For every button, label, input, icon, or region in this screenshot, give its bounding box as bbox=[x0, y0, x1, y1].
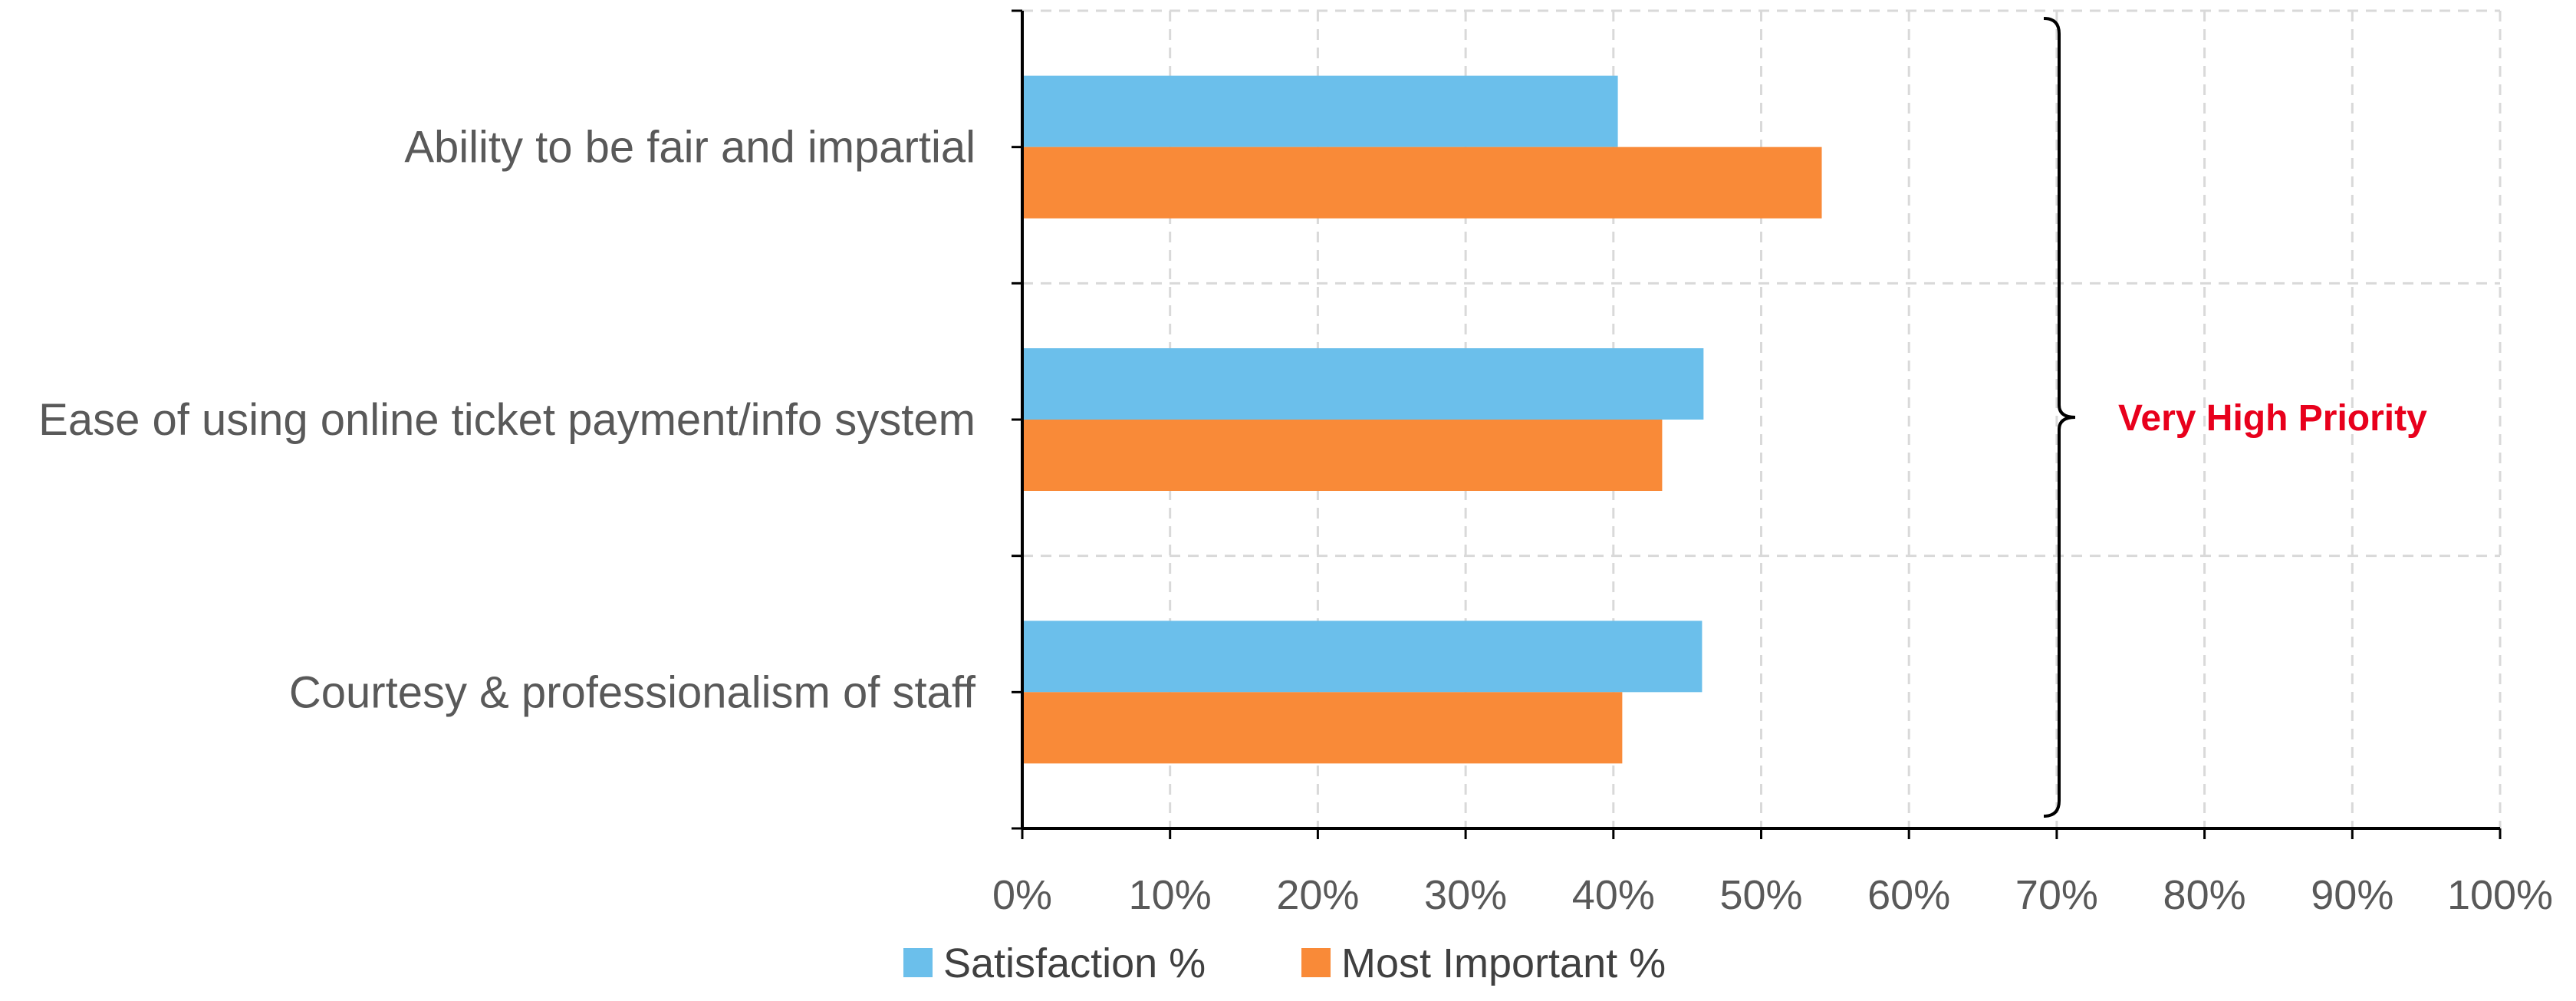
x-tick-label: 70% bbox=[2015, 872, 2098, 918]
legend-swatch bbox=[1301, 948, 1331, 977]
category-label: Ability to be fair and impartial bbox=[404, 123, 975, 173]
bar bbox=[1022, 420, 1663, 491]
x-tick-label: 60% bbox=[1867, 872, 1950, 918]
x-tick-label: 90% bbox=[2311, 872, 2393, 918]
bar bbox=[1022, 147, 1822, 219]
bar-layer bbox=[1022, 75, 1822, 764]
x-tick-label: 0% bbox=[992, 872, 1052, 918]
x-tick-label: 50% bbox=[1719, 872, 1802, 918]
bar bbox=[1022, 75, 1618, 147]
annotation-layer: Very High Priority bbox=[2043, 17, 2427, 818]
category-label: Courtesy & professionalism of staff bbox=[289, 667, 976, 717]
legend-swatch bbox=[903, 948, 933, 977]
bar bbox=[1022, 621, 1703, 693]
x-tick-label: 10% bbox=[1129, 872, 1212, 918]
x-tick-label: 20% bbox=[1276, 872, 1359, 918]
bar bbox=[1022, 348, 1704, 420]
priority-brace bbox=[2043, 17, 2076, 818]
legend-label: Satisfaction % bbox=[943, 940, 1206, 986]
x-tick-label: 80% bbox=[2163, 872, 2246, 918]
x-tick-label: 40% bbox=[1572, 872, 1655, 918]
label-layer: 0% 10% 20% 30% 40% 50% 60% 70% 80% 90% 100% Ability… bbox=[38, 123, 2553, 918]
axis-layer bbox=[1012, 9, 2502, 839]
x-tick-label: 30% bbox=[1424, 872, 1507, 918]
legend-label: Most Important % bbox=[1341, 940, 1666, 986]
legend: Satisfaction % Most Important % bbox=[903, 940, 1666, 986]
x-tick-label: 100% bbox=[2447, 872, 2553, 918]
category-label: Ease of using online ticket payment/info… bbox=[38, 395, 975, 445]
priority-annotation-label: Very High Priority bbox=[2118, 398, 2427, 439]
bar bbox=[1022, 692, 1623, 764]
